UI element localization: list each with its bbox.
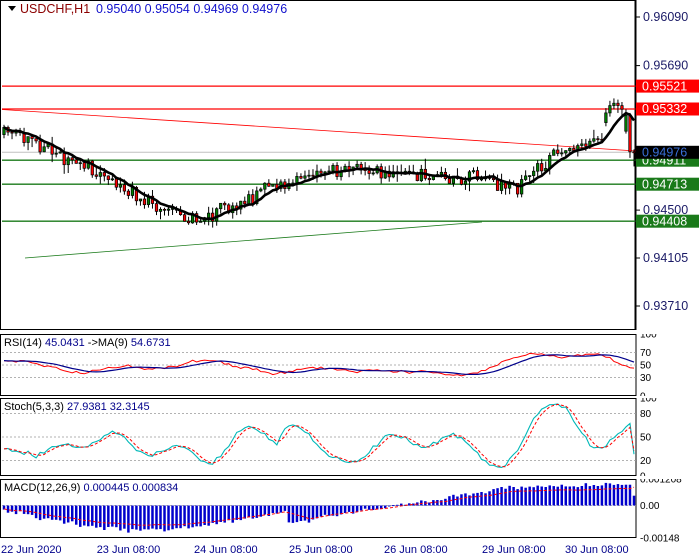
- svg-text:0.94713: 0.94713: [642, 177, 687, 191]
- svg-text:70: 70: [640, 348, 652, 359]
- svg-text:0: 0: [640, 472, 646, 477]
- svg-text:26 Jun 08:00: 26 Jun 08:00: [384, 544, 448, 556]
- svg-text:25 Jun 08:00: 25 Jun 08:00: [289, 544, 353, 556]
- svg-text:30: 30: [640, 373, 652, 384]
- svg-text:0.00: 0.00: [640, 501, 660, 512]
- svg-text:29 Jun 08:00: 29 Jun 08:00: [482, 544, 546, 556]
- svg-text:0.96090: 0.96090: [643, 10, 688, 24]
- svg-text:24 Jun 08:00: 24 Jun 08:00: [194, 544, 258, 556]
- svg-text:23 Jun 08:00: 23 Jun 08:00: [97, 544, 161, 556]
- svg-text:0.95040 0.95054 0.94969 0.9497: 0.95040 0.95054 0.94969 0.94976: [96, 2, 287, 16]
- svg-text:0.95332: 0.95332: [642, 102, 687, 116]
- svg-text:22 Jun 2020: 22 Jun 2020: [1, 544, 62, 556]
- svg-text:50: 50: [640, 361, 652, 372]
- svg-text:0.001208: 0.001208: [640, 479, 682, 486]
- svg-text:0.95521: 0.95521: [642, 79, 687, 93]
- svg-text:RSI(14) 45.0431 ->MA(9) 54.67: RSI(14) 45.0431 ->MA(9) 54.6731: [4, 337, 171, 349]
- svg-text:20: 20: [640, 456, 652, 467]
- svg-text:0.95690: 0.95690: [643, 59, 688, 73]
- svg-text:MACD(12,26,9) 0.000445 0.00083: MACD(12,26,9) 0.000445 0.000834: [4, 482, 178, 494]
- svg-text:0.94500: 0.94500: [643, 203, 688, 217]
- svg-text:100: 100: [640, 334, 657, 341]
- svg-text:30 Jun 08:00: 30 Jun 08:00: [565, 544, 629, 556]
- svg-text:0: 0: [640, 392, 646, 397]
- svg-text:0.94105: 0.94105: [643, 251, 688, 265]
- svg-text:USDCHF,H1: USDCHF,H1: [20, 2, 90, 16]
- svg-text:Stoch(5,3,3) 27.9381 32.3145: Stoch(5,3,3) 27.9381 32.3145: [4, 401, 150, 413]
- svg-text:100: 100: [640, 398, 657, 405]
- svg-text:80: 80: [640, 409, 652, 420]
- svg-text:0.93710: 0.93710: [643, 299, 688, 313]
- svg-text:0.94976: 0.94976: [642, 146, 687, 160]
- svg-text:-0.00148: -0.00148: [640, 534, 680, 545]
- svg-text:50: 50: [640, 433, 652, 444]
